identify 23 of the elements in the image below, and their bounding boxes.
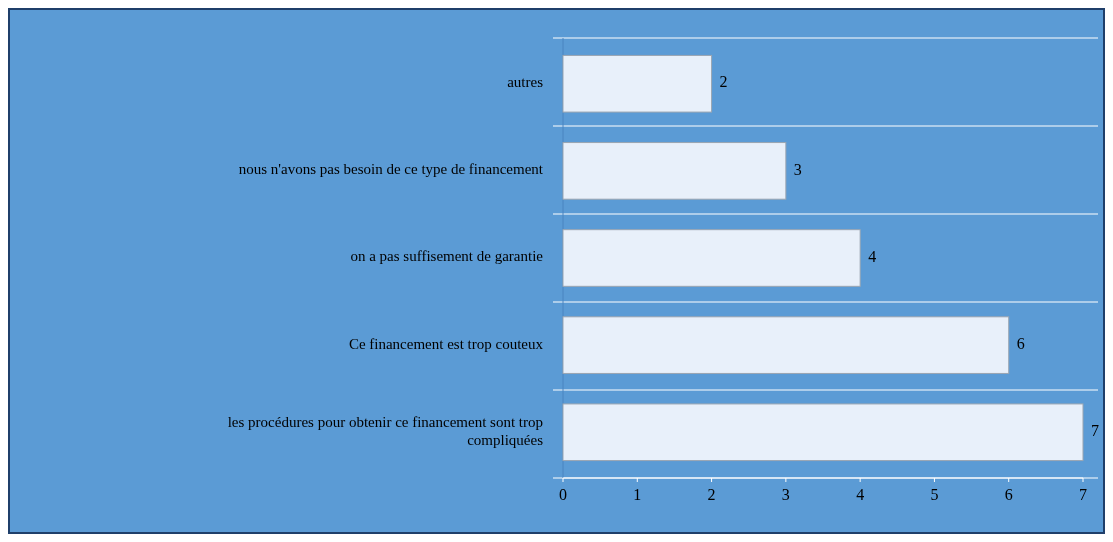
x-tick-label: 7 [1079, 486, 1087, 503]
data-label: 6 [1016, 334, 1025, 352]
x-tick-label: 3 [781, 486, 790, 503]
data-label: 4 [868, 247, 877, 265]
y-tick-label: les procédures pour obtenir ce financement sont trop compliquées [227, 413, 544, 448]
y-tick-label: autres [507, 74, 544, 91]
bar [562, 142, 787, 200]
x-tick-label: 0 [559, 486, 567, 503]
x-tick-label: 5 [930, 486, 939, 503]
y-tick-label: on a pas suffisement de garantie [350, 248, 544, 265]
x-tick-label: 2 [707, 486, 716, 503]
y-tick-label: Ce financement est trop couteux [348, 335, 544, 352]
x-tick-label: 1 [633, 486, 642, 503]
y-tick-label: nous n'avons pas besoin de ce type de financement [238, 161, 544, 178]
x-tick-label: 6 [1004, 486, 1013, 503]
data-label: 3 [793, 160, 802, 178]
bar [562, 229, 861, 287]
x-tick-label: 4 [856, 486, 865, 503]
bar [562, 403, 1084, 462]
bar [562, 316, 1010, 374]
data-label: 2 [719, 73, 728, 91]
data-label: 7 [1091, 421, 1099, 439]
bar [562, 54, 713, 113]
